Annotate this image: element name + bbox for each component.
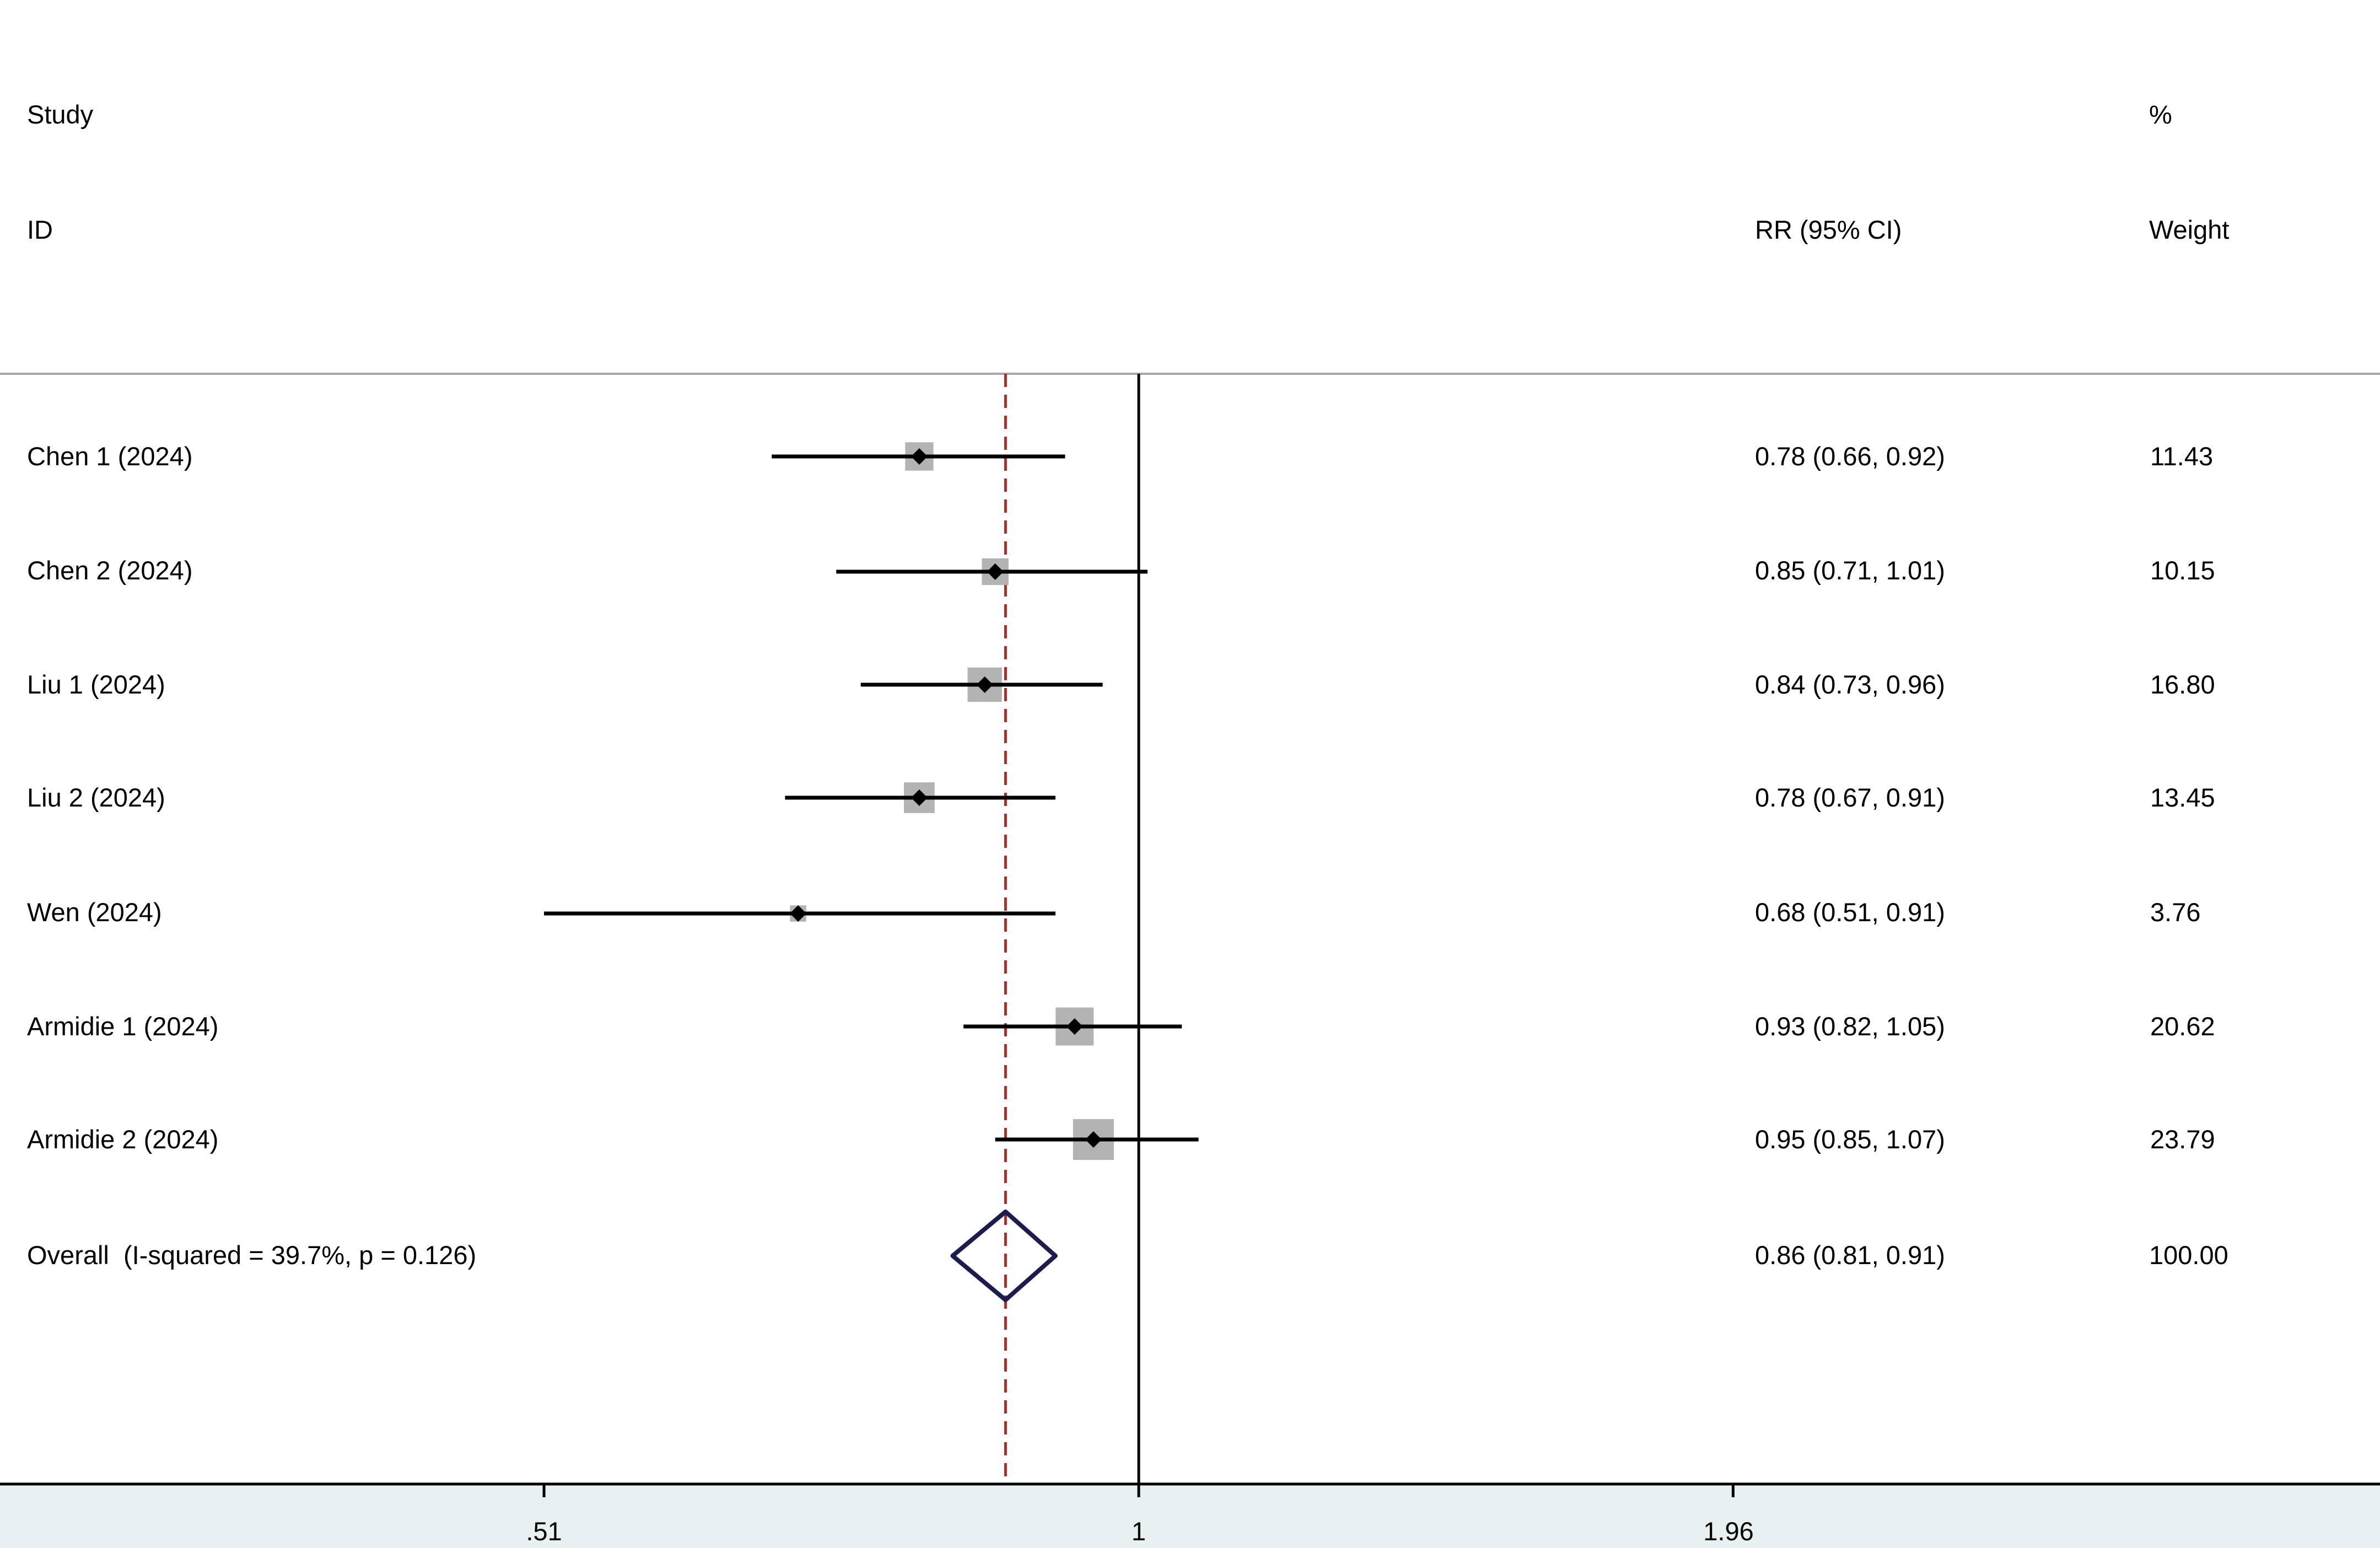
point-estimate bbox=[911, 789, 928, 806]
overall-diamond bbox=[950, 1210, 1058, 1302]
study-ci-text: 0.78 (0.66, 0.92) bbox=[1755, 442, 1945, 471]
point-estimate bbox=[1085, 1131, 1102, 1148]
point-estimate bbox=[1066, 1018, 1083, 1035]
study-weight: 20.62 bbox=[2150, 1012, 2215, 1041]
study-label: Chen 1 (2024) bbox=[27, 442, 193, 471]
x-tick-label: .51 bbox=[526, 1517, 562, 1546]
study-ci-text: 0.85 (0.71, 1.01) bbox=[1755, 556, 1945, 585]
study-label: Liu 2 (2024) bbox=[27, 783, 165, 812]
study-ci-text: 0.78 (0.67, 0.91) bbox=[1755, 783, 1945, 812]
point-estimate bbox=[976, 676, 993, 693]
study-header: Study bbox=[27, 100, 94, 129]
axis-band bbox=[0, 1484, 2380, 1548]
study-ci-text: 0.68 (0.51, 0.91) bbox=[1755, 897, 1945, 927]
study-ci-text: 0.95 (0.85, 1.07) bbox=[1755, 1125, 1945, 1154]
study-weight: 3.76 bbox=[2150, 897, 2201, 927]
point-estimate bbox=[789, 905, 806, 922]
point-estimate bbox=[987, 563, 1004, 580]
weight-header: Weight bbox=[2149, 215, 2230, 244]
study-label: Chen 2 (2024) bbox=[27, 556, 193, 585]
x-tick-label: 1.96 bbox=[1703, 1517, 1754, 1546]
x-tick-label: 1 bbox=[1131, 1517, 1146, 1546]
study-weight: 11.43 bbox=[2150, 442, 2214, 471]
overall-weight: 100.00 bbox=[2149, 1240, 2228, 1270]
id-header: ID bbox=[27, 215, 53, 244]
overall-ci-text: 0.86 (0.81, 0.91) bbox=[1755, 1240, 1945, 1270]
study-ci-text: 0.93 (0.82, 1.05) bbox=[1755, 1012, 1945, 1041]
study-weight: 10.15 bbox=[2150, 556, 2215, 585]
study-ci-text: 0.84 (0.73, 0.96) bbox=[1755, 670, 1945, 699]
study-weight: 16.80 bbox=[2150, 670, 2215, 699]
point-estimate bbox=[911, 448, 928, 465]
study-weight: 23.79 bbox=[2150, 1125, 2215, 1154]
study-label: Armidie 2 (2024) bbox=[27, 1125, 219, 1154]
percent-header: % bbox=[2149, 100, 2172, 129]
rr-ci-header: RR (95% CI) bbox=[1755, 215, 1902, 244]
overall-label: Overall (I-squared = 39.7%, p = 0.126) bbox=[27, 1240, 477, 1270]
study-label: Wen (2024) bbox=[27, 897, 162, 927]
study-weight: 13.45 bbox=[2150, 783, 2215, 812]
study-label: Armidie 1 (2024) bbox=[27, 1012, 219, 1041]
study-label: Liu 1 (2024) bbox=[27, 670, 165, 699]
